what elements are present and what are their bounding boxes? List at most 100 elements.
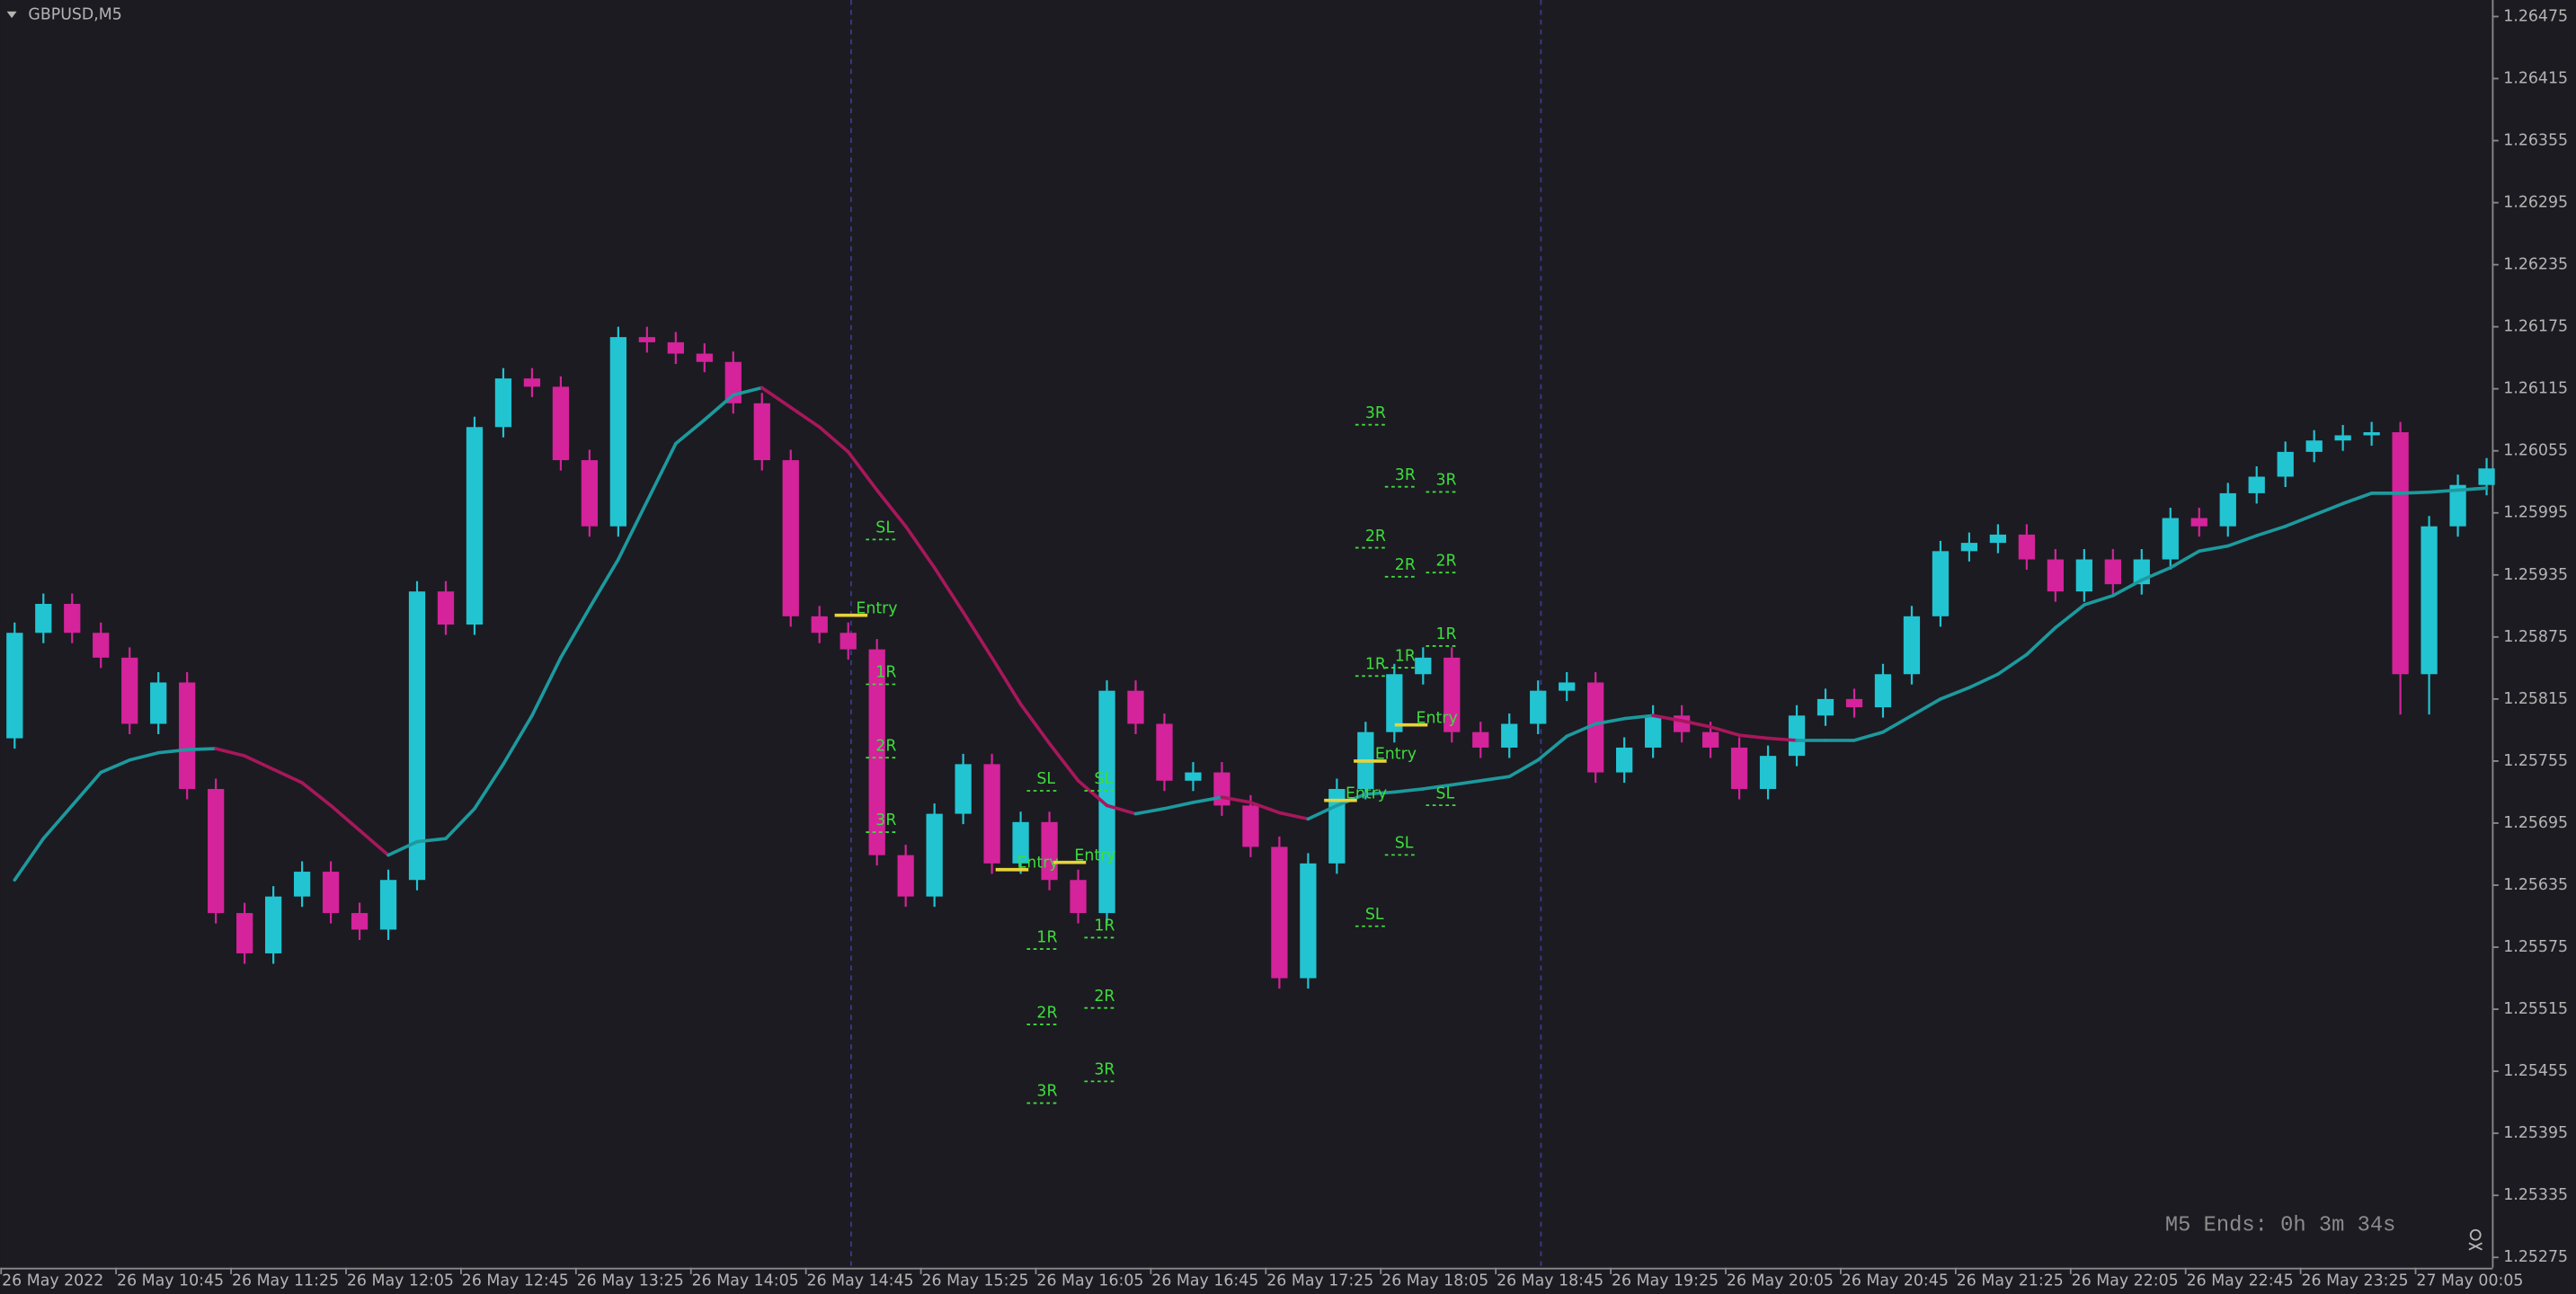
y-tick-label: 1.25815 [2503,690,2568,708]
candle-body [150,682,167,724]
ma-segment [1881,713,1914,734]
candle-body [1616,747,1633,773]
candle-body [2219,492,2236,527]
x-tick-label: 26 May 13:25 [577,1272,684,1290]
candle-body [955,764,972,814]
ma-segment [2398,490,2431,495]
candle-body [236,913,253,953]
ma-segment [1479,775,1512,783]
symbol-label[interactable]: GBPUSD,M5 [28,5,121,23]
y-tick-label: 1.26175 [2503,318,2568,336]
ma-segment [2110,578,2144,598]
plot: SL Entry 1R 2R 3R SL Entry 1R 2R 3R SL Entry 1R 2R 3R 3… [6,326,2495,1104]
level-label: 3R [1036,1083,1057,1101]
candle-body [2248,476,2265,493]
candle-body [1242,805,1259,847]
level-label: 2R [1435,552,1456,570]
ma-segment [1680,719,1712,729]
ma-segment [2225,534,2259,548]
ma-segment [1248,801,1282,815]
ma-segment [588,557,620,610]
level-label: SL [1435,784,1454,802]
y-tick-label: 1.25695 [2503,814,2568,832]
y-tick-label: 1.25455 [2503,1062,2568,1080]
ma-segment [2254,524,2287,537]
x-tick-label: 26 May 12:45 [462,1272,569,1290]
x-tick-label: 26 May 19:25 [1612,1272,1719,1290]
ma-segment [1105,803,1138,816]
candle-body [466,427,484,625]
x-tick-label: 26 May 16:45 [1151,1272,1258,1290]
ma-segment [1133,807,1167,816]
candle-body [926,813,943,897]
level-label: 1R [1435,625,1456,643]
candle-body [552,386,570,461]
y-tick-label: 1.26295 [2503,194,2568,212]
ma-segment [846,450,879,492]
level-label: 2R [1395,556,1416,574]
ma-segment [2054,603,2086,630]
level-label: 3R [875,811,896,829]
candle-body [437,591,455,625]
ma-segment [1651,713,1683,722]
candle-body [2305,440,2323,452]
ma-segment [1047,741,1080,783]
candle-body [1559,682,1576,691]
ma-segment [128,750,161,762]
ma-segment [386,839,419,857]
level-label: SL [1395,835,1414,853]
candle-body [753,403,770,461]
ma-segment [990,656,1023,706]
level-label: 3R [1365,404,1386,422]
candle-body [638,337,655,342]
ma-segment [473,762,505,811]
candle-body [1730,747,1748,789]
candle-body [6,633,23,739]
y-tick-label: 1.25275 [2503,1248,2568,1266]
candle-body [609,337,627,527]
ma-segment [1421,783,1454,791]
level-label: 3R [1435,472,1456,490]
ma-segment [1852,730,1885,742]
symbol-menu-arrow[interactable] [6,11,17,19]
candle-body [93,633,110,658]
x-tick-label: 26 May 20:05 [1727,1272,1834,1290]
candle-body [1845,698,1863,708]
ma-segment [1364,790,1397,796]
ma-segment [2312,501,2345,517]
ma-segment [731,386,764,397]
candle-body [2018,534,2036,560]
candle-body [897,855,914,897]
ma-segment [13,837,46,882]
candle-body [351,913,369,930]
candle-body [1960,543,1978,552]
candle-body [2277,451,2294,477]
y-tick-label: 1.26355 [2503,131,2568,149]
candle-body [2421,526,2438,675]
x-tick-label: 26 May 18:45 [1497,1272,1603,1290]
x-tick-label: 26 May 11:25 [232,1272,339,1290]
ma-segment [1622,713,1655,721]
x-tick-label: 26 May 10:45 [117,1272,224,1290]
x-tick-label: 26 May 16:05 [1036,1272,1143,1290]
ma-segment [415,837,448,844]
x-tick-label: 26 May 14:05 [692,1272,799,1290]
level-label: Entry [1346,784,1387,802]
level-label: 1R [1395,647,1416,665]
x-tick-label: 26 May 17:25 [1266,1272,1373,1290]
ma-segment [1536,734,1569,762]
candle-body [121,657,138,724]
candle-body [811,616,828,634]
y-tick-label: 1.25635 [2503,876,2568,894]
candle-body [1874,674,1892,708]
candle-body [1271,846,1288,979]
ma-segment [2139,565,2172,582]
y-tick-label: 1.25335 [2503,1186,2568,1204]
candle-body [1817,698,1834,716]
ma-segment [903,524,937,570]
candle-body [264,896,282,953]
level-label: 3R [1395,466,1416,484]
x-tick-label: 26 May 21:25 [1957,1272,2064,1290]
